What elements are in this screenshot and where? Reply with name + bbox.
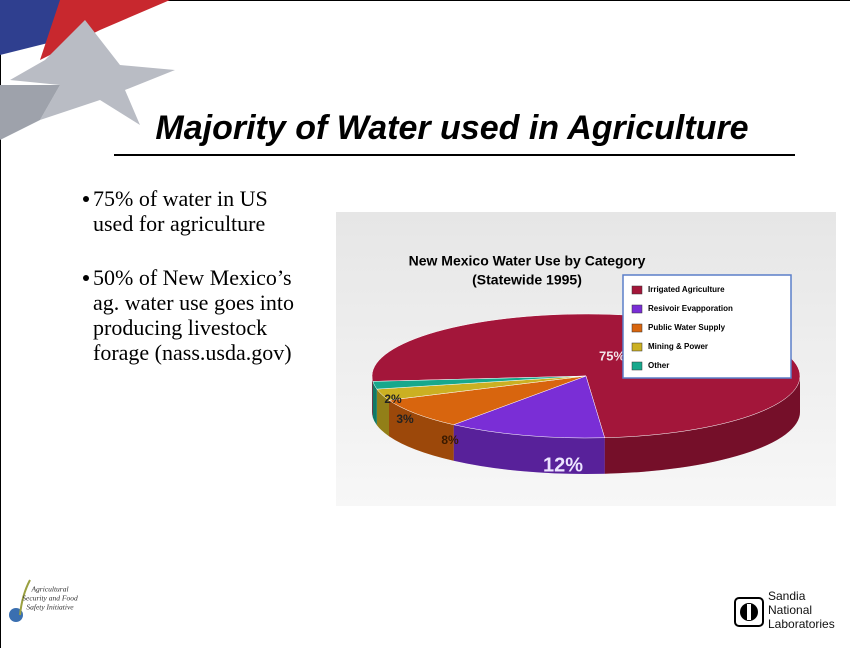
pie-side-shade: [453, 424, 605, 474]
legend-label: Public Water Supply: [648, 323, 726, 332]
bullet-dot: [83, 275, 89, 281]
pie-side: [372, 376, 373, 418]
pie-slice: [372, 375, 587, 390]
legend-box: [622, 274, 792, 379]
pie-side-shade: [376, 389, 390, 437]
sandia-icon-bar: [747, 604, 751, 620]
legend-swatch: [631, 285, 643, 295]
right-logo-text: Sandia: [768, 589, 806, 603]
legend-swatch: [631, 323, 643, 333]
bullet: 75% of water in US used for agriculture: [80, 186, 295, 236]
pie-side: [453, 424, 605, 474]
legend-label: Resivoir Evapporation: [648, 304, 733, 313]
bullet-text: 50% of New Mexico’s ag. water use goes i…: [93, 265, 294, 365]
value-label: 8%: [441, 433, 459, 447]
pie-side-shade: [372, 381, 377, 426]
legend-swatch: [631, 304, 643, 314]
legend-swatch: [631, 342, 643, 352]
chart-subtitle: (Statewide 1995): [472, 272, 582, 288]
pie-slice: [452, 375, 605, 439]
right-logo-text: National: [768, 603, 812, 617]
pie-side-shade: [389, 400, 454, 461]
legend-label: Other: [648, 361, 669, 370]
pie-side: [389, 400, 454, 461]
logo-leaf: [19, 579, 31, 616]
bullet-list: 75% of water in US used for agriculture 5…: [80, 186, 295, 394]
value-label: 12%: [543, 454, 583, 476]
bullet-text: 75% of water in US used for agriculture: [93, 186, 268, 236]
left-logo-text: Agricultural: [30, 585, 68, 594]
bullet: 50% of New Mexico’s ag. water use goes i…: [80, 265, 295, 365]
legend: Irrigated Agriculture Resivoir Evapporati…: [622, 274, 792, 379]
pie-slice: [388, 375, 587, 425]
pie-side-shade: [372, 376, 373, 418]
star-decoration: [0, 0, 175, 140]
slide-title: Majority of Water used in Agriculture: [155, 109, 748, 147]
pie-side: [604, 376, 800, 474]
pie-side: [372, 381, 377, 426]
right-logo-text: Laboratories: [768, 617, 835, 631]
left-logo-text: Safety Initiative: [26, 603, 74, 612]
value-label: 2%: [384, 392, 402, 406]
value-label: 3%: [396, 412, 414, 426]
legend-swatch: [631, 361, 643, 371]
chart-title: New Mexico Water Use by Category: [409, 253, 646, 269]
legend-label: Mining & Power: [648, 342, 708, 351]
legend-label: Irrigated Agriculture: [648, 285, 725, 294]
bullet-dot: [83, 196, 89, 202]
left-logo-text: Security and Food: [22, 594, 78, 603]
pie-side-shade: [604, 376, 800, 474]
pie-side: [376, 389, 390, 437]
value-label: 75%: [599, 348, 625, 363]
